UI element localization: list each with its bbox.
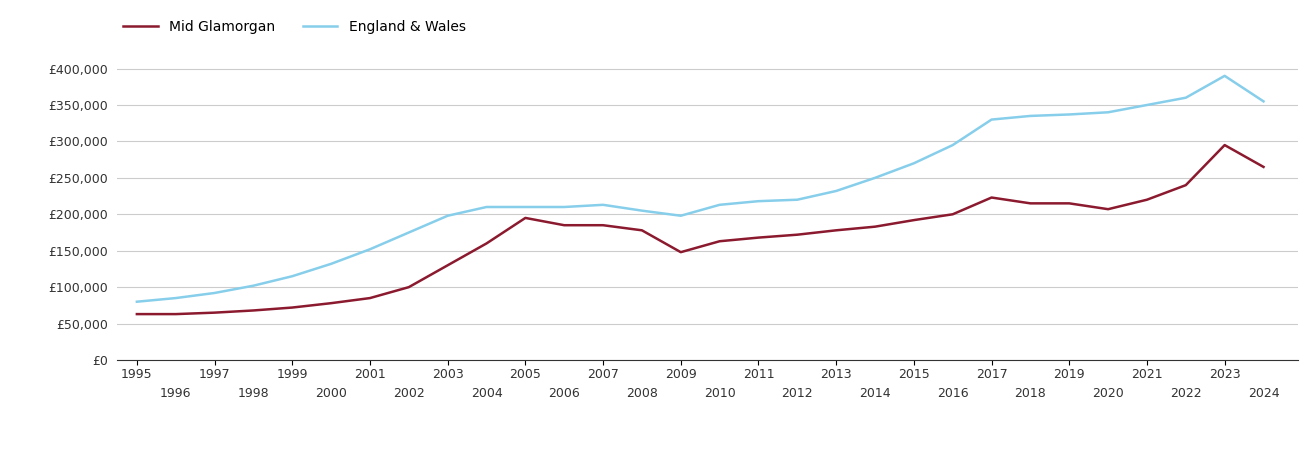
- Mid Glamorgan: [945, 212, 960, 217]
- Mid Glamorgan: [595, 222, 611, 228]
- Mid Glamorgan: [711, 238, 727, 244]
- England & Wales: [206, 290, 222, 296]
- England & Wales: [245, 283, 261, 288]
- Mid Glamorgan: [245, 308, 261, 313]
- Mid Glamorgan: [1061, 201, 1077, 206]
- Mid Glamorgan: [1100, 207, 1116, 212]
- Mid Glamorgan: [518, 215, 534, 220]
- England & Wales: [595, 202, 611, 207]
- England & Wales: [518, 204, 534, 210]
- England & Wales: [556, 204, 572, 210]
- Mid Glamorgan: [168, 311, 184, 317]
- England & Wales: [1255, 99, 1271, 104]
- England & Wales: [673, 213, 689, 218]
- Mid Glamorgan: [1255, 164, 1271, 170]
- England & Wales: [1178, 95, 1194, 100]
- England & Wales: [401, 230, 416, 235]
- Mid Glamorgan: [790, 232, 805, 238]
- England & Wales: [829, 188, 844, 194]
- Mid Glamorgan: [440, 263, 455, 268]
- England & Wales: [129, 299, 145, 304]
- Mid Glamorgan: [284, 305, 300, 310]
- Mid Glamorgan: [206, 310, 222, 315]
- Mid Glamorgan: [479, 241, 495, 246]
- England & Wales: [868, 175, 883, 180]
- England & Wales: [324, 261, 339, 266]
- England & Wales: [1023, 113, 1039, 119]
- Mid Glamorgan: [829, 228, 844, 233]
- England & Wales: [284, 274, 300, 279]
- Mid Glamorgan: [324, 301, 339, 306]
- Mid Glamorgan: [556, 222, 572, 228]
- Mid Glamorgan: [634, 228, 650, 233]
- England & Wales: [363, 247, 378, 252]
- Mid Glamorgan: [673, 249, 689, 255]
- Mid Glamorgan: [363, 295, 378, 301]
- Mid Glamorgan: [1178, 182, 1194, 188]
- England & Wales: [479, 204, 495, 210]
- England & Wales: [1061, 112, 1077, 117]
- Mid Glamorgan: [984, 195, 1000, 200]
- Legend: Mid Glamorgan, England & Wales: Mid Glamorgan, England & Wales: [117, 14, 471, 39]
- Mid Glamorgan: [1023, 201, 1039, 206]
- Mid Glamorgan: [1139, 197, 1155, 202]
- Mid Glamorgan: [129, 311, 145, 317]
- Line: Mid Glamorgan: Mid Glamorgan: [137, 145, 1263, 314]
- England & Wales: [750, 198, 766, 204]
- England & Wales: [1216, 73, 1232, 79]
- Mid Glamorgan: [401, 284, 416, 290]
- England & Wales: [945, 142, 960, 148]
- Mid Glamorgan: [906, 217, 921, 223]
- England & Wales: [906, 161, 921, 166]
- England & Wales: [790, 197, 805, 202]
- England & Wales: [984, 117, 1000, 122]
- England & Wales: [1100, 110, 1116, 115]
- England & Wales: [634, 208, 650, 213]
- England & Wales: [711, 202, 727, 207]
- Mid Glamorgan: [868, 224, 883, 230]
- England & Wales: [440, 213, 455, 218]
- Mid Glamorgan: [750, 235, 766, 240]
- Line: England & Wales: England & Wales: [137, 76, 1263, 302]
- Mid Glamorgan: [1216, 142, 1232, 148]
- England & Wales: [1139, 102, 1155, 108]
- England & Wales: [168, 295, 184, 301]
